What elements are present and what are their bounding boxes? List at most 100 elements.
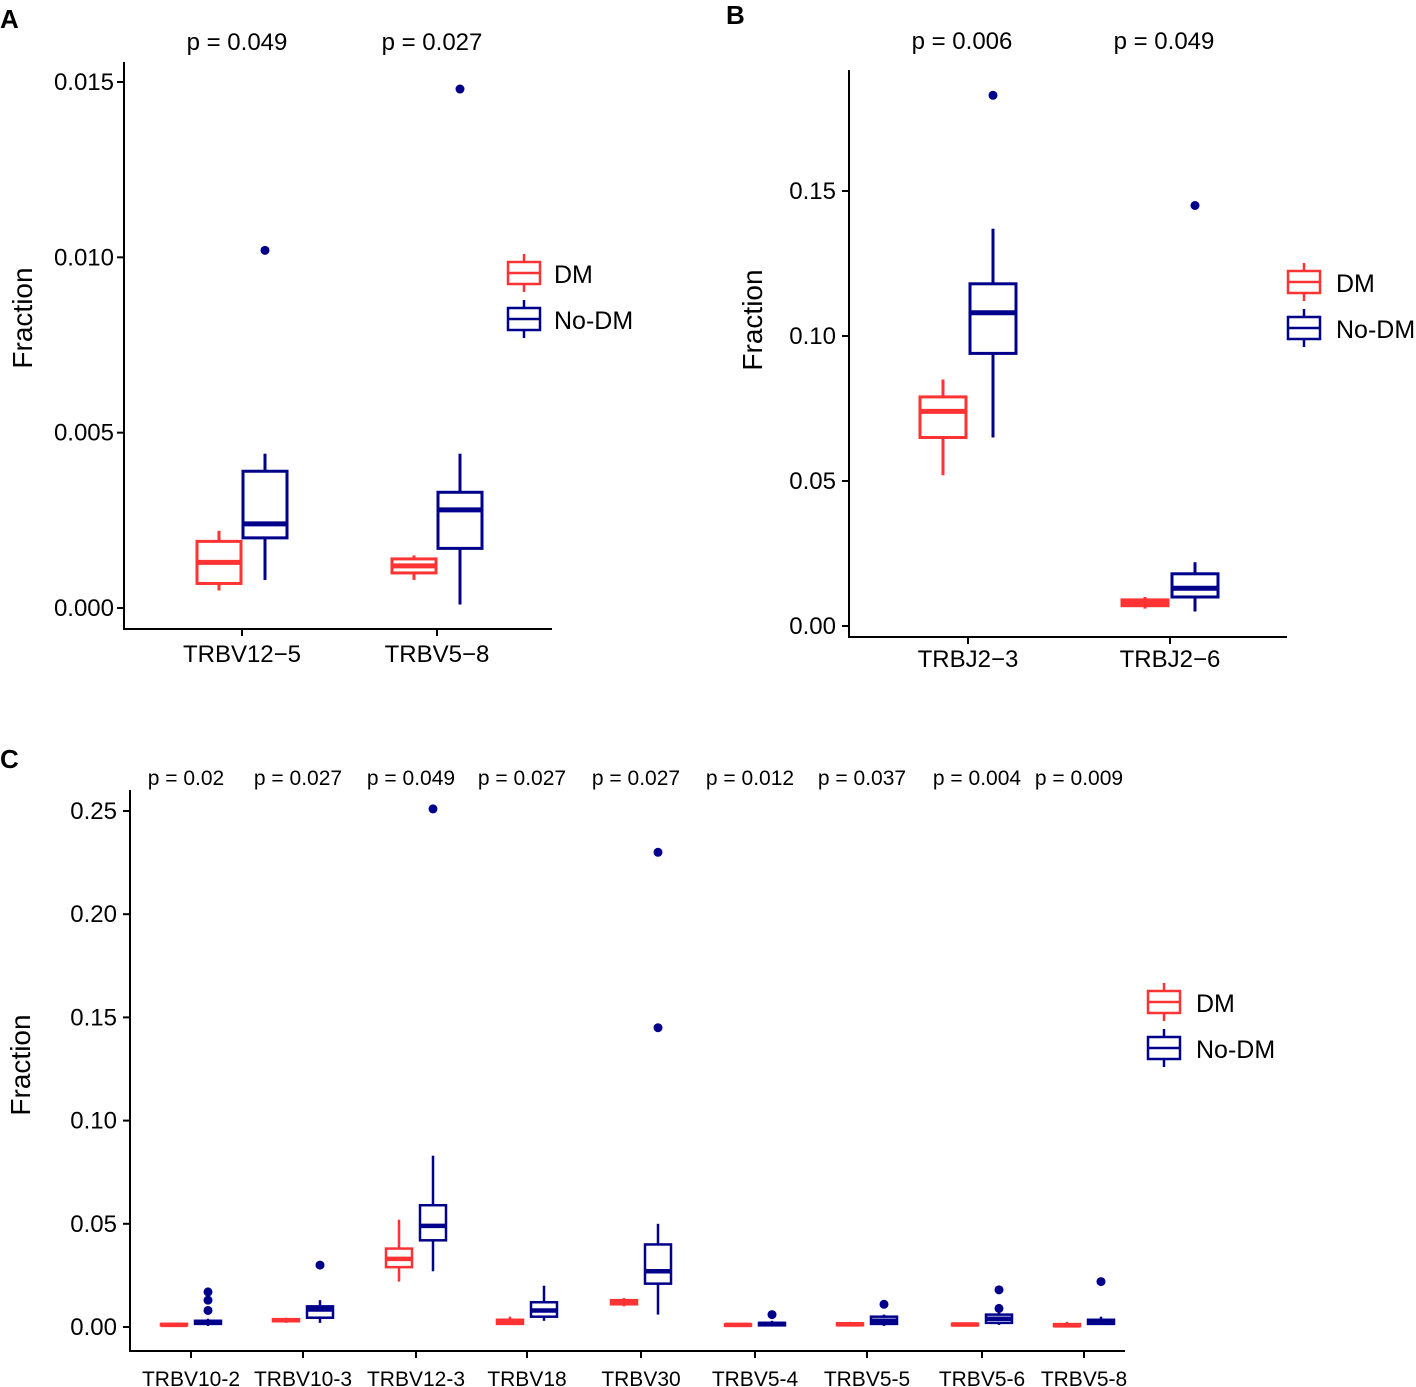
xtick-label: TRBV30	[601, 1368, 680, 1387]
box-nodm	[869, 1299, 899, 1326]
ytick-label: 0.010	[54, 244, 114, 271]
box-iqr	[643, 1243, 673, 1285]
panel-b-pvalues: p = 0.006 p = 0.049	[912, 28, 1215, 55]
box-dm	[918, 379, 968, 476]
legend-label-dm: DM	[1336, 270, 1375, 298]
box-dm	[495, 1316, 525, 1326]
box-iqr	[1170, 572, 1220, 599]
panel-c-pvalues: p = 0.02 p = 0.027 p = 0.049 p = 0.027 p = 0…	[148, 767, 1123, 790]
ytick-label: 0.00	[789, 613, 836, 640]
panel-b-letter: B	[726, 0, 745, 30]
box-nodm	[305, 1260, 335, 1323]
ytick-label: 0.05	[789, 468, 836, 495]
legend-label-dm: DM	[554, 261, 593, 289]
panel-c-boxes	[159, 804, 1116, 1328]
box-iqr	[418, 1203, 448, 1242]
pvalue-label: p = 0.027	[382, 29, 483, 56]
outlier-point	[203, 1305, 213, 1315]
box-nodm	[984, 1285, 1014, 1325]
pvalue-label: p = 0.012	[706, 767, 794, 790]
outlier-point	[203, 1287, 213, 1297]
panel-a-yticks: 0.000 0.005 0.010 0.015	[54, 69, 124, 622]
pvalue-label: p = 0.049	[367, 767, 455, 790]
box-dm	[159, 1322, 189, 1328]
ytick-label: 0.10	[789, 323, 836, 350]
legend-key-nodm	[1286, 309, 1322, 347]
box-dm	[1120, 597, 1170, 609]
box-iqr	[968, 282, 1018, 355]
ytick-label: 0.15	[789, 178, 836, 205]
pvalue-label: p = 0.027	[254, 767, 342, 790]
panel-b-boxes	[918, 90, 1220, 612]
legend-label-nodm: No-DM	[554, 307, 633, 335]
xtick-label: TRBV5-8	[1041, 1368, 1127, 1387]
panel-c-xticks: TRBV10-2 TRBV10-3 TRBV12-3 TRBV18 TRBV30 TRBV…	[142, 1351, 1127, 1387]
xtick-label: TRBJ2−3	[918, 646, 1019, 673]
box-nodm	[968, 90, 1018, 438]
panel-c-ylabel: Fraction	[5, 1014, 36, 1115]
box-iqr	[241, 469, 289, 540]
outlier-point	[767, 1310, 777, 1320]
ytick-label: 0.005	[54, 420, 114, 447]
box-nodm	[643, 847, 673, 1315]
outlier-point	[1096, 1277, 1106, 1287]
box-nodm	[529, 1285, 559, 1321]
outlier-point	[988, 90, 998, 100]
panel-c-legend: DM No-DM	[1146, 983, 1275, 1067]
xtick-label: TRBV5-5	[824, 1368, 910, 1387]
outlier-point	[1190, 201, 1200, 210]
legend-key-dm	[1286, 263, 1322, 301]
outlier-point	[879, 1299, 889, 1309]
box-dm	[195, 530, 243, 591]
ytick-label: 0.00	[70, 1314, 117, 1341]
xtick-label: TRBJ2−6	[1120, 646, 1221, 673]
ytick-label: 0.25	[70, 798, 117, 825]
outlier-point	[455, 84, 465, 94]
panel-a: A Fraction 0.000 0.005 0.010 0.015 TRBV12−5…	[0, 4, 633, 668]
box-nodm	[193, 1287, 223, 1326]
xtick-label: TRBV12-3	[367, 1368, 465, 1387]
panel-b: B Fraction 0.00 0.05 0.10 0.15 TRBJ2−3 TRBJ2…	[726, 0, 1415, 673]
box-nodm	[1170, 201, 1220, 612]
outlier-point	[428, 804, 438, 814]
panel-a-legend: DM No-DM	[506, 254, 633, 338]
outlier-point	[653, 1023, 663, 1033]
pvalue-label: p = 0.004	[933, 767, 1021, 790]
xtick-label: TRBV18	[487, 1368, 566, 1387]
legend-label-nodm: No-DM	[1336, 316, 1415, 344]
box-iqr	[918, 395, 968, 439]
outlier-point	[994, 1303, 1004, 1313]
legend-label-nodm: No-DM	[1196, 1036, 1275, 1064]
box-dm	[723, 1322, 753, 1328]
panel-c: C Fraction 0.00 0.05 0.10 0.15 0.20 0.25 TRBV…	[0, 744, 1275, 1387]
outlier-point	[203, 1295, 213, 1305]
panel-a-boxes	[195, 84, 484, 605]
legend-key-dm	[506, 254, 542, 292]
box-dm	[835, 1321, 865, 1327]
panel-b-legend: DM No-DM	[1286, 263, 1415, 347]
box-dm	[950, 1322, 980, 1327]
ytick-label: 0.000	[54, 595, 114, 622]
panel-c-yticks: 0.00 0.05 0.10 0.15 0.20 0.25	[70, 798, 130, 1341]
pvalue-label: p = 0.049	[1114, 28, 1215, 55]
pvalue-label: p = 0.049	[187, 29, 288, 56]
panel-b-ylabel: Fraction	[737, 269, 768, 370]
ytick-label: 0.05	[70, 1211, 117, 1238]
ytick-label: 0.15	[70, 1004, 117, 1031]
outlier-point	[260, 245, 270, 255]
box-dm	[390, 555, 438, 580]
pvalue-label: p = 0.009	[1035, 767, 1123, 790]
pvalue-label: p = 0.02	[148, 767, 224, 790]
legend-key-nodm	[506, 300, 542, 338]
pvalue-label: p = 0.037	[818, 767, 906, 790]
outlier-point	[315, 1260, 325, 1270]
panel-a-xticks: TRBV12−5 TRBV5−8	[183, 629, 489, 668]
panel-c-letter: C	[0, 744, 19, 774]
box-dm	[384, 1219, 414, 1282]
box-iqr	[436, 490, 484, 550]
panel-a-pvalues: p = 0.049 p = 0.027	[187, 29, 483, 56]
xtick-label: TRBV12−5	[183, 641, 301, 668]
xtick-label: TRBV10-3	[254, 1368, 352, 1387]
legend-key-nodm	[1146, 1029, 1182, 1067]
xtick-label: TRBV10-2	[142, 1368, 240, 1387]
